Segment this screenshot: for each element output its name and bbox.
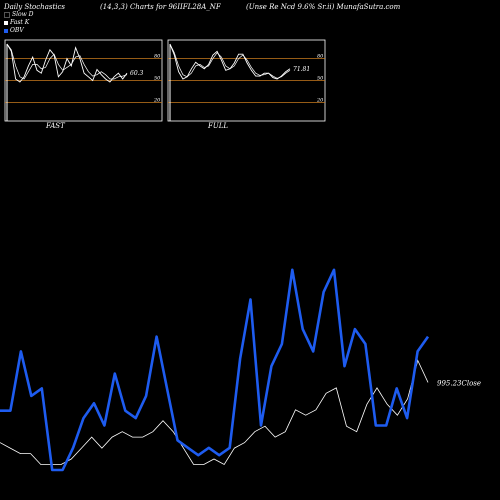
chart-title-center: (14,3,3) Charts for 96IIFL28A_NF — [100, 3, 221, 11]
series-line-full-slow-d — [169, 43, 291, 79]
series-line-fast-fast-k — [6, 43, 128, 83]
chart-title-right: (Unse Re Ncd 9.6% Sr.ii) MunafaSutra.com — [246, 3, 401, 11]
tick-label-fast-80: 80 — [154, 54, 161, 60]
panel-label-full: FULL — [208, 122, 229, 130]
legend-obv: OBV — [4, 27, 24, 34]
tick-label-fast-20: 20 — [153, 97, 161, 103]
tick-label-full-50: 50 — [317, 76, 324, 82]
close-value-label: 995.23Close — [437, 379, 481, 387]
legend-fast-k: Fast K — [4, 19, 29, 26]
last-value-label-full: 71.81 — [293, 66, 310, 73]
last-value-label-fast: 60.3 — [130, 70, 144, 77]
tick-label-full-80: 80 — [317, 54, 324, 60]
legend-label-slow-d: Slow D — [12, 11, 34, 18]
obv-line — [0, 268, 430, 472]
panel-label-fast: FAST — [46, 122, 65, 130]
tick-label-full-20: 20 — [316, 97, 324, 103]
legend-label-obv: OBV — [10, 27, 24, 34]
legend-swatch-slow-d — [4, 11, 10, 18]
legend-slow-d: Slow D — [4, 11, 34, 18]
close-price-line — [0, 359, 429, 466]
legend-swatch-fast-k — [4, 20, 8, 25]
chart-title-left: Daily Stochastics — [4, 3, 66, 11]
tick-label-fast-50: 50 — [154, 76, 161, 82]
legend-label-fast-k: Fast K — [10, 19, 30, 26]
legend-swatch-obv — [4, 28, 8, 33]
series-line-fast-slow-d — [6, 43, 128, 80]
